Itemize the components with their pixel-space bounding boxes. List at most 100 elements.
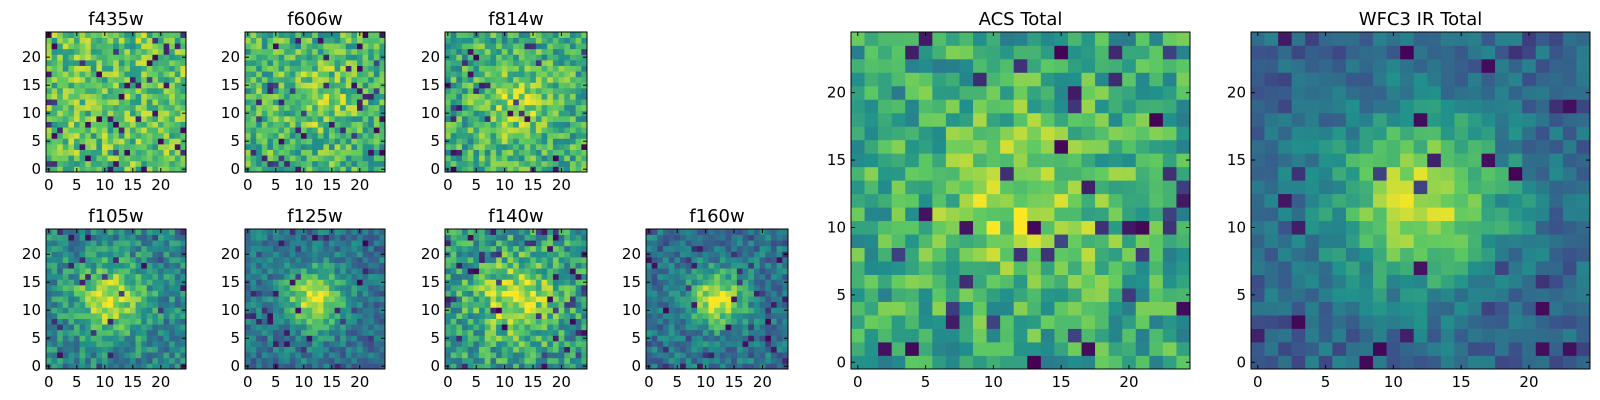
heatmap-cell (295, 279, 302, 286)
heatmap-cell (685, 313, 692, 319)
heatmap-cell (245, 290, 251, 297)
heatmap-cell (256, 160, 263, 167)
heatmap-cell (273, 149, 279, 156)
heatmap-cell (535, 285, 542, 291)
heatmap-cell (245, 262, 251, 269)
heatmap-cell (141, 257, 148, 263)
heatmap-cell (541, 32, 548, 38)
heatmap-cell (558, 60, 565, 66)
heatmap-cell (340, 290, 347, 297)
heatmap-cell (445, 93, 452, 100)
heatmap-cell (135, 127, 142, 134)
heatmap-cell (169, 48, 176, 55)
heatmap-cell (490, 363, 497, 370)
heatmap-cell (68, 307, 75, 314)
heatmap-cell (552, 273, 559, 280)
heatmap-cell (657, 329, 664, 336)
heatmap-cell (748, 301, 755, 308)
heatmap-cell (513, 82, 520, 89)
heatmap-cell (169, 301, 176, 308)
heatmap-cell (135, 93, 142, 100)
heatmap-cell (340, 318, 347, 325)
heatmap-cell (317, 88, 324, 94)
heatmap-cell (261, 329, 268, 336)
heatmap-cell (959, 328, 974, 343)
heatmap-cell (118, 99, 125, 106)
heatmap-cell (501, 273, 508, 280)
heatmap-cell (323, 99, 330, 106)
heatmap-cell (135, 48, 142, 55)
heatmap-cell (552, 363, 559, 370)
heatmap-cell (163, 229, 170, 235)
heatmap-cell (57, 307, 64, 314)
heatmap-cell (284, 273, 291, 280)
heatmap-cell (680, 251, 687, 258)
heatmap-cell (79, 43, 86, 50)
heatmap-cell (261, 37, 268, 44)
heatmap-cell (680, 234, 687, 241)
heatmap-cell (261, 71, 268, 78)
heatmap-cell (1067, 207, 1082, 222)
heatmap-cell (776, 273, 783, 280)
heatmap-cell (85, 324, 92, 331)
heatmap-cell (507, 32, 514, 38)
heatmap-cell (680, 285, 687, 291)
heatmap-cell (456, 318, 463, 325)
heatmap-cell (180, 268, 187, 275)
heatmap-cell (518, 127, 525, 134)
heatmap-cell (169, 76, 176, 83)
heatmap-cell (945, 328, 960, 343)
heatmap-cell (702, 301, 709, 308)
heatmap-cell (312, 160, 319, 167)
heatmap-cell (340, 104, 347, 111)
heatmap-cell (878, 355, 893, 370)
heatmap-cell (558, 268, 565, 275)
heatmap-cell (96, 234, 103, 241)
heatmap-cell (445, 352, 452, 359)
heatmap-cell (558, 324, 565, 331)
heatmap-cell (373, 234, 380, 241)
heatmap-cell (945, 315, 960, 329)
heatmap-cell (351, 121, 358, 128)
heatmap-cell (558, 346, 565, 353)
heatmap-cell (57, 234, 64, 241)
heatmap-cell (261, 149, 268, 156)
heatmap-cell (782, 329, 789, 336)
heatmap-cell (284, 43, 291, 50)
heatmap-cell (62, 160, 69, 167)
heatmap-cell (558, 318, 565, 325)
heatmap-cell (57, 301, 64, 308)
heatmap-cell (102, 121, 108, 128)
heatmap-cell (657, 363, 664, 370)
heatmap-cell (535, 138, 542, 145)
heatmap-cell (57, 324, 64, 331)
heatmap-cell (46, 99, 52, 106)
heatmap-cell (507, 160, 514, 167)
heatmap-cell (317, 65, 324, 72)
heatmap-cell (851, 315, 865, 329)
heatmap-cell (547, 279, 554, 286)
heatmap-cell (1162, 301, 1177, 316)
heatmap-cell (765, 240, 772, 247)
heatmap-cell (62, 307, 69, 314)
heatmap-cell (130, 37, 136, 44)
heatmap-cell (513, 346, 520, 353)
heatmap-cell (501, 268, 508, 275)
heatmap-cell (273, 160, 279, 167)
heatmap-cell (289, 166, 296, 173)
heatmap-cell (261, 296, 268, 303)
heatmap-cell (651, 290, 658, 297)
heatmap-cell (518, 110, 525, 117)
heatmap-cell (51, 37, 58, 44)
heatmap-cell (141, 32, 148, 38)
heatmap-cell (79, 268, 86, 275)
heatmap-cell (51, 285, 58, 291)
heatmap-cell (1176, 274, 1191, 289)
heatmap-cell (680, 307, 687, 314)
heatmap-cell (169, 229, 176, 235)
heatmap-cell (663, 313, 670, 319)
heatmap-cell (284, 54, 291, 61)
heatmap-cell (581, 160, 588, 167)
heatmap-cell (158, 155, 164, 162)
heatmap-cell (1149, 315, 1164, 329)
